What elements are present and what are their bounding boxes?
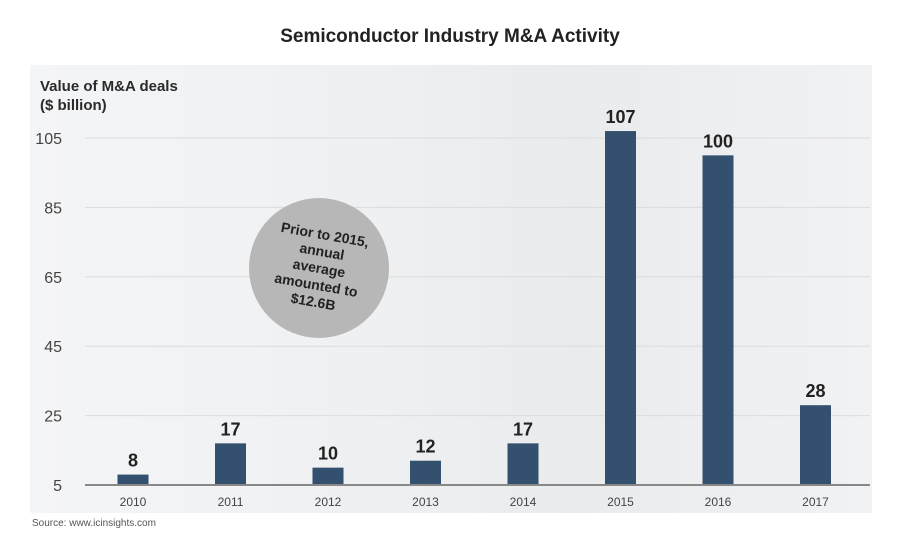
data-label-2014: 17 [513, 419, 533, 439]
source-note: Source: www.icinsights.com [32, 518, 156, 529]
x-tick-label-2017: 2017 [802, 495, 829, 509]
bar-2011 [215, 443, 246, 485]
y-tick-label: 5 [53, 478, 62, 495]
y-tick-label: 85 [44, 200, 62, 217]
bar-2014 [507, 443, 539, 485]
data-label-2016: 100 [703, 131, 733, 151]
x-tick-label-2010: 2010 [120, 495, 147, 509]
x-tick-label-2015: 2015 [607, 495, 634, 509]
y-tick-label: 65 [44, 270, 62, 287]
data-label-2017: 28 [805, 381, 825, 401]
bar-2015 [605, 131, 636, 485]
bar-2016 [702, 155, 734, 485]
y-axis-label-line1: Value of M&A deals [40, 78, 178, 95]
x-tick-label-2013: 2013 [412, 495, 439, 509]
y-tick-label: 45 [44, 339, 62, 356]
chart-title: Semiconductor Industry M&A Activity [280, 26, 620, 47]
x-tick-label-2014: 2014 [510, 495, 537, 509]
bar-2012 [312, 467, 344, 485]
bar-2013 [410, 460, 441, 485]
x-tick-label-2011: 2011 [218, 495, 244, 509]
y-tick-label: 105 [35, 131, 62, 148]
x-tick-label-2012: 2012 [315, 495, 342, 509]
annotation-text: Prior to 2015, annual average amounted t… [273, 218, 371, 313]
y-tick-label: 25 [44, 409, 62, 426]
data-label-2010: 8 [128, 451, 138, 471]
y-axis-label: Value of M&A deals ($ billion) [40, 77, 178, 115]
data-label-2015: 107 [605, 107, 635, 127]
data-label-2012: 10 [318, 444, 338, 464]
data-label-2013: 12 [415, 437, 435, 457]
bar-2010 [117, 474, 149, 485]
bar-2017 [800, 405, 831, 485]
annotation-bubble: Prior to 2015, annual average amounted t… [249, 198, 389, 338]
y-axis-label-line2: ($ billion) [40, 97, 107, 114]
x-tick-label-2016: 2016 [705, 495, 732, 509]
data-label-2011: 17 [220, 419, 240, 439]
